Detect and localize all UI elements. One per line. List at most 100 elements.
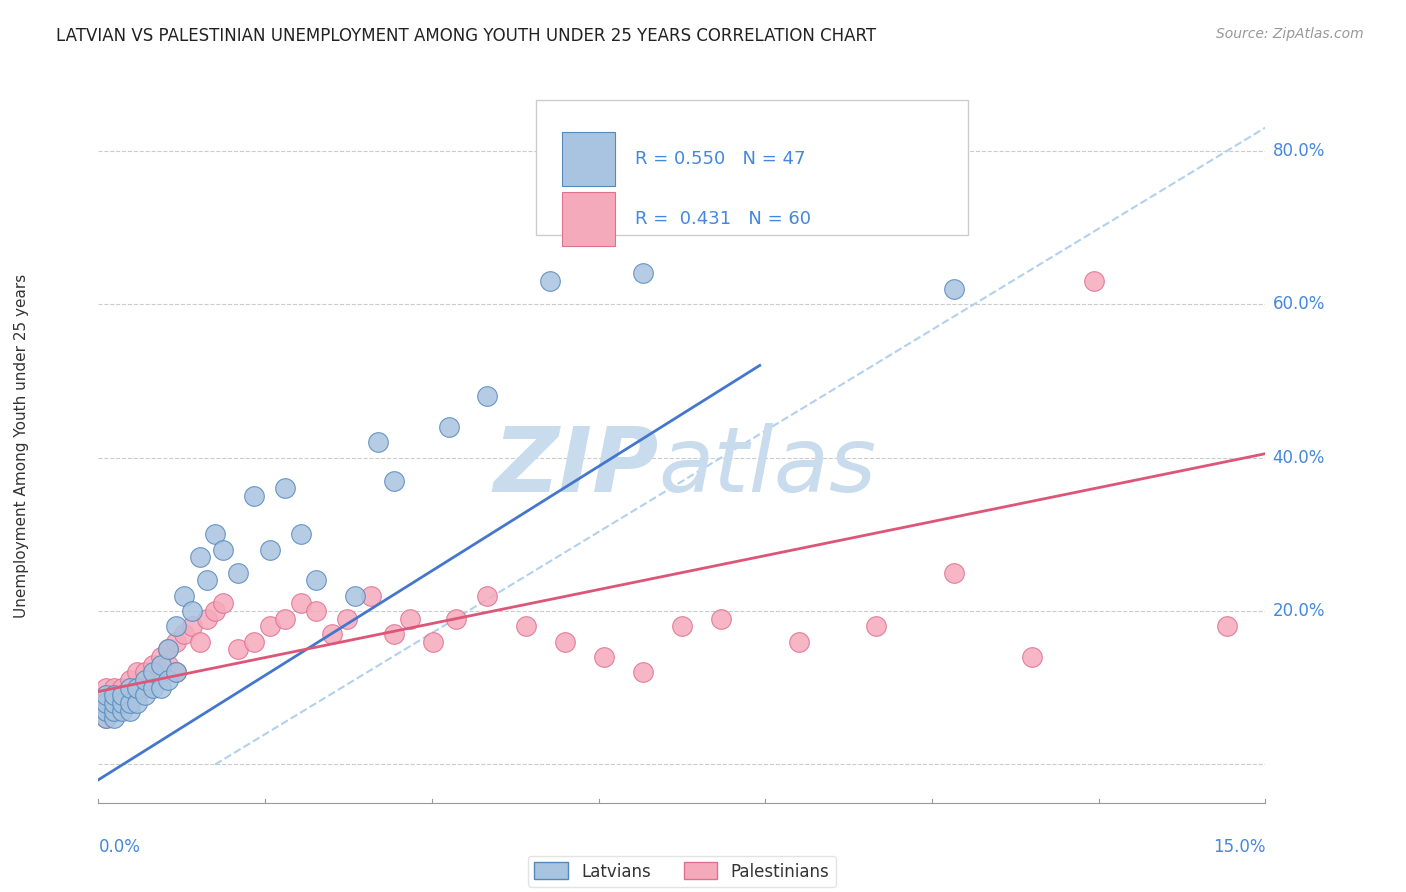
Point <box>103 696 125 710</box>
Legend: Latvians, Palestinians: Latvians, Palestinians <box>527 855 837 888</box>
Point <box>1021 650 1043 665</box>
Point <box>111 689 134 703</box>
Point <box>195 612 218 626</box>
FancyBboxPatch shape <box>536 100 967 235</box>
Point <box>243 489 266 503</box>
Point <box>134 673 156 687</box>
Text: R = 0.550   N = 47: R = 0.550 N = 47 <box>636 150 806 168</box>
Text: 0.0%: 0.0% <box>98 838 141 856</box>
Point <box>165 665 187 680</box>
Point <box>180 604 202 618</box>
Point <box>290 527 312 541</box>
Text: ZIP: ZIP <box>494 424 658 511</box>
Point <box>477 389 499 403</box>
Text: 20.0%: 20.0% <box>1272 602 1324 620</box>
Point <box>259 542 281 557</box>
Point <box>538 274 561 288</box>
Point <box>367 435 389 450</box>
Text: 15.0%: 15.0% <box>1213 838 1265 856</box>
Point <box>382 627 405 641</box>
Point <box>671 619 693 633</box>
Point <box>165 665 187 680</box>
Point <box>631 266 654 280</box>
Point <box>134 689 156 703</box>
Point <box>118 681 141 695</box>
Point <box>118 704 141 718</box>
Point <box>96 696 118 710</box>
Point <box>344 589 367 603</box>
Point <box>96 689 118 703</box>
Point <box>228 566 250 580</box>
Point <box>305 574 328 588</box>
Point <box>515 619 537 633</box>
Point <box>127 696 149 710</box>
Point <box>118 681 141 695</box>
Point <box>360 589 382 603</box>
Point <box>157 642 180 657</box>
Text: R =  0.431   N = 60: R = 0.431 N = 60 <box>636 211 811 228</box>
Point <box>142 673 165 687</box>
Point <box>149 650 172 665</box>
Point <box>865 619 887 633</box>
Point <box>173 627 195 641</box>
Point <box>188 634 211 648</box>
Text: 40.0%: 40.0% <box>1272 449 1324 467</box>
Point <box>165 619 187 633</box>
Point <box>111 696 134 710</box>
Point <box>446 612 468 626</box>
Point <box>157 673 180 687</box>
Point <box>943 282 966 296</box>
Text: atlas: atlas <box>658 424 876 511</box>
Point <box>710 612 733 626</box>
Point <box>111 696 134 710</box>
Point <box>180 619 202 633</box>
Point <box>787 634 810 648</box>
Point <box>165 634 187 648</box>
Point <box>477 589 499 603</box>
Point <box>96 696 118 710</box>
Point <box>96 711 118 725</box>
Point <box>96 704 118 718</box>
Point <box>157 657 180 672</box>
Point <box>103 696 125 710</box>
Point <box>103 681 125 695</box>
Point <box>127 665 149 680</box>
Text: LATVIAN VS PALESTINIAN UNEMPLOYMENT AMONG YOUTH UNDER 25 YEARS CORRELATION CHART: LATVIAN VS PALESTINIAN UNEMPLOYMENT AMON… <box>56 27 876 45</box>
Point <box>134 681 156 695</box>
Point <box>195 574 218 588</box>
Point <box>173 589 195 603</box>
Point <box>127 689 149 703</box>
Point <box>228 642 250 657</box>
Point <box>321 627 343 641</box>
Point <box>111 681 134 695</box>
Point <box>96 689 118 703</box>
Point <box>118 673 141 687</box>
Point <box>127 681 149 695</box>
Point <box>305 604 328 618</box>
Point <box>157 642 180 657</box>
Point <box>188 550 211 565</box>
Point <box>149 657 172 672</box>
Point <box>554 634 576 648</box>
Point <box>127 681 149 695</box>
Point <box>134 665 156 680</box>
Point <box>204 527 226 541</box>
Point <box>1215 619 1237 633</box>
Point <box>1083 274 1105 288</box>
Point <box>103 704 125 718</box>
Point <box>149 681 172 695</box>
Point <box>103 704 125 718</box>
Point <box>943 566 966 580</box>
Point <box>96 704 118 718</box>
Point <box>243 634 266 648</box>
Point <box>274 612 297 626</box>
Point <box>96 711 118 725</box>
Point <box>111 689 134 703</box>
Point <box>204 604 226 618</box>
Point <box>96 681 118 695</box>
Point <box>274 481 297 495</box>
Point <box>631 665 654 680</box>
Point <box>103 711 125 725</box>
FancyBboxPatch shape <box>562 132 616 186</box>
Text: Unemployment Among Youth under 25 years: Unemployment Among Youth under 25 years <box>14 274 28 618</box>
